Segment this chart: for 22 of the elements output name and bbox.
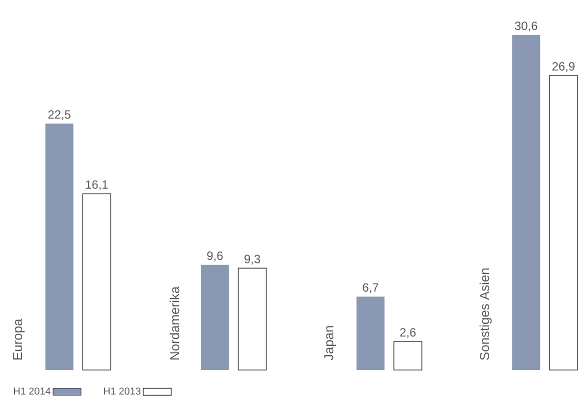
x-tick-label: Europa: [13, 318, 25, 360]
data-label: 26,9: [552, 62, 575, 72]
bar: [238, 268, 267, 370]
x-tick-label: Sonstiges Asien: [480, 268, 492, 360]
bar: [200, 264, 229, 370]
bar: [512, 34, 540, 370]
legend-label: H1 2014: [14, 388, 51, 395]
bar: [45, 124, 74, 370]
data-label: 16,1: [86, 180, 108, 190]
data-label: 2,6: [400, 328, 416, 338]
bar: [82, 193, 112, 370]
x-tick-label: Japan: [324, 326, 336, 360]
data-label: 9,3: [244, 254, 260, 265]
data-label: 22,5: [48, 110, 70, 120]
data-label: 6,7: [362, 283, 378, 294]
bar: [356, 296, 385, 370]
data-label: 9,6: [207, 252, 223, 262]
bar: [393, 341, 422, 370]
bar: [549, 75, 578, 370]
data-label: 30,6: [514, 22, 538, 32]
legend-label: H1 2013: [104, 388, 140, 395]
x-tick-label: Nordamerika: [170, 286, 180, 360]
